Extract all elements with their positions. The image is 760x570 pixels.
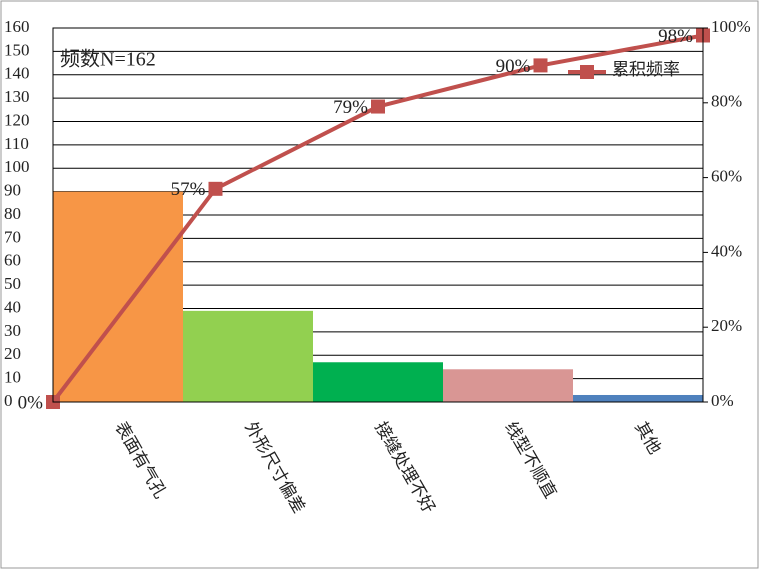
bar <box>313 362 443 402</box>
bar <box>443 369 573 402</box>
y-tick-label: 80 <box>4 204 21 223</box>
data-label: 90% <box>496 56 531 77</box>
y2-tick-label: 20% <box>711 316 742 335</box>
legend-label: 累积频率 <box>612 60 680 79</box>
y2-tick-label: 60% <box>711 167 742 186</box>
data-label: 57% <box>171 179 206 200</box>
data-label: 79% <box>333 97 368 118</box>
y-tick-label: 0 <box>4 391 13 410</box>
y-tick-label: 150 <box>4 40 30 59</box>
y-tick-label: 140 <box>4 64 30 83</box>
y-tick-label: 40 <box>4 297 21 316</box>
line-marker <box>371 99 385 114</box>
plot-border <box>52 27 704 403</box>
bar <box>183 310 313 402</box>
line-marker <box>533 58 548 73</box>
y-tick-label: 10 <box>4 368 21 387</box>
y-tick-label: 60 <box>4 251 21 270</box>
y-tick-label: 90 <box>4 181 21 200</box>
y-tick-label: 70 <box>4 227 21 246</box>
y2-tick-label: 100% <box>711 17 751 36</box>
y-tick-label: 50 <box>4 274 21 293</box>
y-tick-label: 20 <box>4 344 21 363</box>
line-marker <box>208 181 223 196</box>
legend-marker <box>580 65 594 79</box>
y2-tick-label: 0% <box>711 391 734 410</box>
legend-label: 频数N=162 <box>60 48 156 71</box>
y-tick-label: 30 <box>4 321 21 340</box>
y-tick-label: 160 <box>4 17 30 36</box>
bar <box>573 394 703 402</box>
bar <box>53 191 183 402</box>
y2-tick-label: 80% <box>711 92 742 111</box>
y-tick-label: 100 <box>4 157 30 176</box>
y-tick-label: 110 <box>4 134 29 153</box>
data-label: 98% <box>658 26 693 47</box>
data-label: 0% <box>18 392 44 413</box>
y-tick-label: 120 <box>4 110 30 129</box>
y-tick-label: 130 <box>4 87 30 106</box>
y2-tick-label: 40% <box>711 241 742 260</box>
